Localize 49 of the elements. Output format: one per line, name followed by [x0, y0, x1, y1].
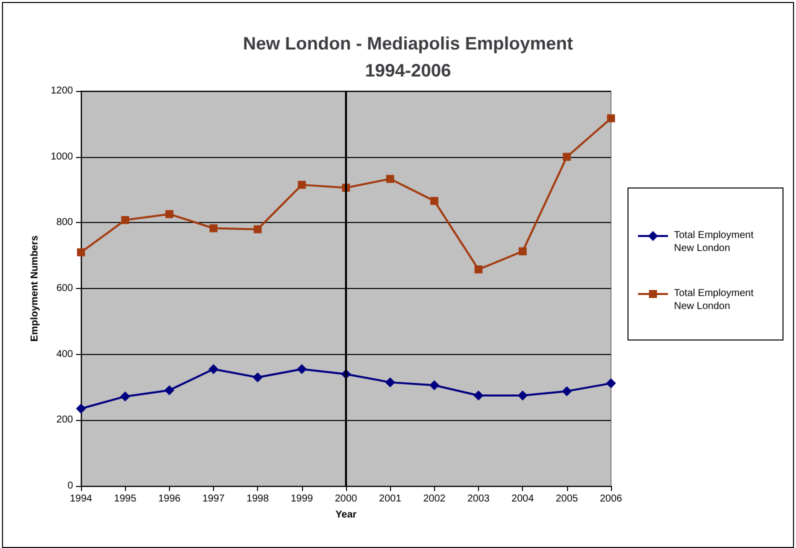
- x-tick-label: 1997: [202, 494, 226, 504]
- point: [164, 385, 174, 396]
- x-tick-label: 2003: [467, 494, 490, 504]
- x-tick-label: 2002: [423, 494, 446, 504]
- y-tick-label: 600: [56, 283, 74, 294]
- x-tick-label: 2004: [512, 494, 534, 504]
- point: [254, 225, 262, 234]
- point: [386, 174, 394, 183]
- y-tick-label: 400: [56, 348, 74, 360]
- y-tick-label: 200: [56, 414, 74, 426]
- point: [474, 390, 484, 400]
- legend-label: Total Employment New London: [674, 288, 756, 312]
- x-tick-label: 1994: [70, 494, 93, 504]
- y-tick-label: 800: [56, 217, 74, 228]
- point: [562, 386, 572, 396]
- point: [121, 216, 130, 224]
- point: [120, 391, 130, 402]
- x-tick-label: 1999: [290, 494, 314, 504]
- y-tick-label: 0: [67, 480, 74, 492]
- point: [252, 372, 263, 382]
- x-tick-label: 2001: [379, 494, 402, 504]
- point: [562, 152, 571, 161]
- point: [429, 380, 440, 390]
- point: [208, 364, 218, 374]
- legend-label: Total Employment New London: [674, 230, 756, 254]
- point: [430, 196, 438, 205]
- x-axis-title: Year: [335, 510, 357, 520]
- x-tick-label: 2005: [556, 494, 578, 504]
- x-tick-label: 1998: [246, 494, 270, 504]
- chart-title: New London - Mediapolis Employment 1994-2006: [242, 34, 574, 80]
- x-tick-label: 1995: [114, 494, 137, 504]
- point: [385, 377, 396, 388]
- point: [76, 404, 86, 414]
- x-tick-label: 1996: [158, 494, 181, 504]
- point: [77, 248, 85, 256]
- x-tick-label: 2000: [334, 494, 358, 504]
- point: [298, 180, 306, 189]
- point: [474, 265, 482, 274]
- point: [607, 114, 615, 122]
- y-tick-label: 1200: [50, 86, 74, 96]
- point: [518, 390, 528, 400]
- point: [606, 378, 616, 388]
- x-tick-label: 2006: [600, 494, 623, 504]
- point: [518, 247, 527, 256]
- point: [165, 210, 174, 218]
- point: [296, 364, 307, 374]
- y-tick-label: 1000: [50, 151, 74, 162]
- point: [210, 224, 218, 232]
- y-axis-title: Employment Numbers: [29, 235, 40, 342]
